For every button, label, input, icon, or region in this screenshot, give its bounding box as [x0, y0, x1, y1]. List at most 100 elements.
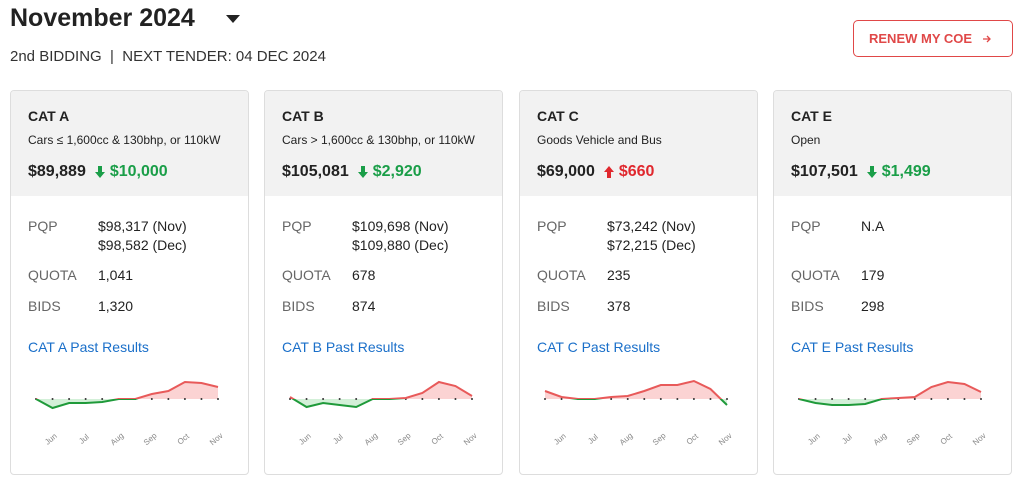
baseline-dot	[217, 398, 219, 400]
baseline-dot	[946, 398, 949, 400]
bids-row: BIDS 298	[791, 298, 884, 314]
price-row: $105,081 $2,920	[282, 163, 485, 181]
month-label: Sep	[142, 431, 159, 447]
baseline-dot	[980, 398, 982, 400]
quota-label: QUOTA	[791, 267, 840, 283]
trend-line	[799, 380, 982, 399]
description: Goods Vehicle and Bus	[537, 133, 662, 147]
pqp-values: $98,317 (Nov) $98,582 (Dec)	[98, 218, 187, 256]
pqp-value: $73,242 (Nov)	[607, 218, 696, 234]
pqp-value: $109,698 (Nov)	[352, 218, 449, 234]
trend-line	[291, 399, 406, 409]
sparkline: Jun Jul Aug Sep Oct Nov	[798, 380, 988, 447]
past-results-link[interactable]: CAT E Past Results	[791, 339, 914, 355]
bids-label: BIDS	[537, 298, 570, 314]
dropdown-caret[interactable]	[226, 15, 240, 24]
baseline-dot	[847, 398, 850, 400]
change: $10,000	[94, 163, 168, 181]
baseline-dot	[610, 398, 613, 400]
baseline-dot	[305, 398, 308, 400]
pqp-row: PQP $109,698 (Nov) $109,880 (Dec)	[282, 218, 449, 256]
card-header: CAT B Cars > 1,600cc & 130bhp, or 110kW $1…	[265, 91, 502, 196]
change: $1,499	[866, 163, 931, 181]
baseline-dot	[150, 398, 153, 400]
premium: $69,000	[537, 163, 595, 180]
trend-line	[36, 380, 219, 399]
baseline-dot	[930, 398, 933, 400]
quota-value: 678	[352, 267, 376, 283]
description: Cars ≤ 1,600cc & 130bhp, or 110kW	[28, 133, 221, 147]
month-label: Jul	[586, 432, 600, 446]
baseline-dot	[68, 398, 71, 400]
baseline-dot	[560, 398, 563, 400]
baseline-dot	[913, 398, 916, 400]
month-label: Sep	[396, 431, 413, 447]
pqp-value: $72,215 (Dec)	[607, 237, 696, 253]
bids-row: BIDS 874	[282, 298, 375, 314]
baseline-dot	[338, 398, 341, 400]
change-value: $660	[618, 163, 655, 180]
arrow-shape	[94, 166, 105, 178]
change: $660	[603, 163, 655, 181]
arrow-shape	[603, 166, 614, 178]
pqp-value: $98,582 (Dec)	[98, 237, 187, 253]
change-value: $10,000	[109, 163, 168, 180]
bids-value: 874	[352, 298, 376, 314]
month-label: Jul	[331, 432, 345, 446]
baseline-dot	[814, 398, 817, 400]
month-label: Aug	[363, 431, 380, 447]
pqp-value: $98,317 (Nov)	[98, 218, 187, 234]
baseline-dot	[676, 398, 679, 400]
category: CAT C	[537, 108, 579, 124]
month-label: Aug	[872, 431, 889, 447]
trend-line	[35, 399, 139, 410]
pqp-label: PQP	[28, 218, 58, 234]
card-header: CAT C Goods Vehicle and Bus $69,000 $660	[520, 91, 757, 196]
month-label: Jun	[43, 431, 59, 446]
category-card: CAT B Cars > 1,600cc & 130bhp, or 110kW $1…	[264, 90, 503, 475]
category: CAT E	[791, 108, 832, 124]
pqp-values: $73,242 (Nov) $72,215 (Dec)	[607, 218, 696, 256]
change-arrow	[866, 166, 877, 178]
baseline-dot	[544, 398, 546, 400]
baseline-dot	[355, 398, 358, 400]
renew-button[interactable]: RENEW MY COE	[853, 20, 1013, 57]
trend-area	[36, 382, 218, 399]
trend-line	[544, 379, 723, 399]
baseline-dot	[289, 398, 291, 400]
trend-line	[289, 380, 473, 399]
change: $2,920	[357, 163, 422, 181]
button-label: RENEW MY COE	[869, 31, 973, 46]
month-label: Jun	[297, 431, 313, 446]
baseline-dot	[864, 398, 867, 400]
baseline-dot	[454, 398, 457, 400]
price-row: $107,501 $1,499	[791, 163, 994, 181]
premium: $105,081	[282, 163, 349, 180]
quota-row: QUOTA 235	[537, 267, 630, 283]
trend-area	[799, 399, 981, 405]
bids-value: 378	[607, 298, 631, 314]
baseline-dot	[183, 398, 186, 400]
past-results-link[interactable]: CAT A Past Results	[28, 339, 149, 355]
past-results-link[interactable]: CAT B Past Results	[282, 339, 405, 355]
pqp-label: PQP	[537, 218, 567, 234]
quota-row: QUOTA 1,041	[28, 267, 133, 283]
month-label: Aug	[109, 431, 126, 447]
month-label: Nov	[462, 431, 479, 447]
baseline-dot	[471, 398, 473, 400]
premium: $107,501	[791, 163, 858, 180]
bids-row: BIDS 1,320	[28, 298, 133, 314]
past-results-link[interactable]: CAT C Past Results	[537, 339, 661, 355]
change-arrow	[357, 166, 368, 178]
bids-label: BIDS	[28, 298, 61, 314]
trend-area	[290, 382, 472, 399]
quota-value: 179	[861, 267, 885, 283]
price-row: $89,889 $10,000	[28, 163, 231, 181]
baseline-dot	[831, 398, 834, 400]
month-label: Jul	[77, 432, 91, 446]
title[interactable]: November 2024	[10, 4, 195, 32]
baseline-dot	[726, 398, 728, 400]
pqp-row: PQP $98,317 (Nov) $98,582 (Dec)	[28, 218, 187, 256]
description: Cars > 1,600cc & 130bhp, or 110kW	[282, 133, 475, 147]
